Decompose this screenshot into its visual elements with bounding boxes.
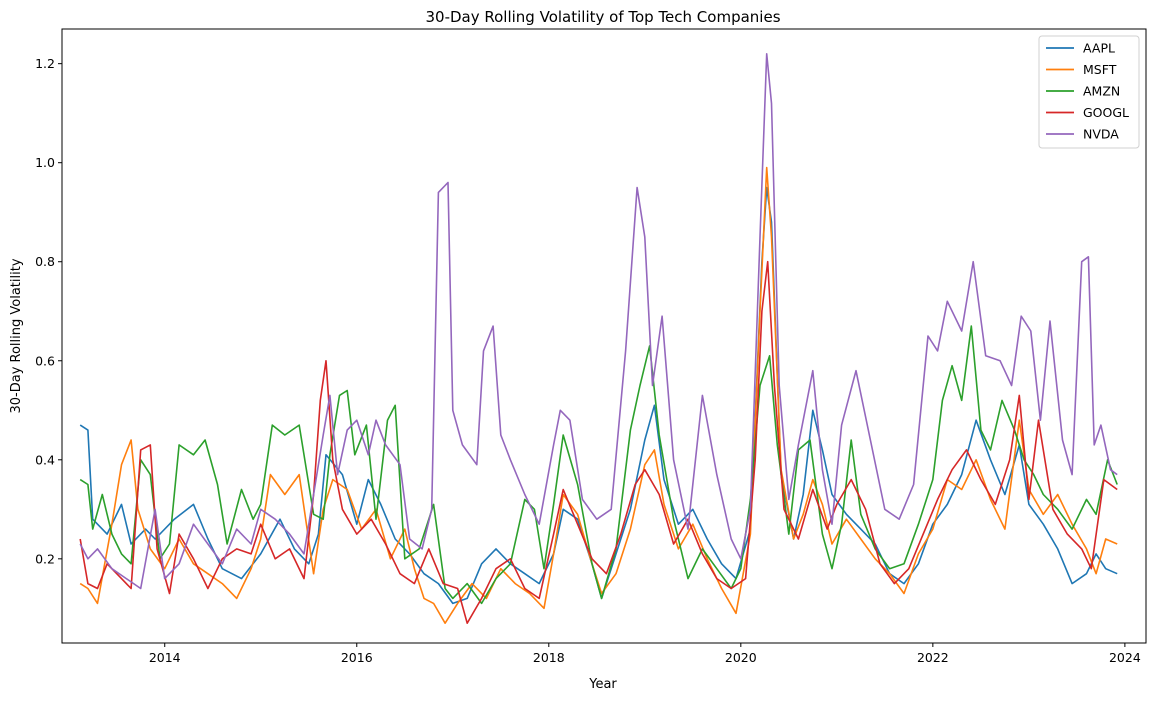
x-tick-label: 2022 bbox=[917, 650, 949, 665]
legend-label-amzn: AMZN bbox=[1083, 84, 1120, 99]
series-line-aapl bbox=[79, 186, 1118, 605]
legend: AAPL MSFT AMZN GOOGL NVDA bbox=[1038, 35, 1140, 149]
x-axis-label: Year bbox=[588, 677, 617, 692]
y-axis: 0.2 0.4 0.6 0.8 1.0 1.2 bbox=[35, 56, 62, 566]
legend-label-msft: MSFT bbox=[1083, 62, 1117, 77]
plot-area-frame bbox=[61, 28, 1147, 644]
y-tick-label: 0.8 bbox=[35, 254, 55, 269]
legend-label-aapl: AAPL bbox=[1083, 41, 1115, 56]
series-line-nvda bbox=[79, 53, 1118, 590]
series-line-googl bbox=[79, 260, 1118, 624]
plot-lines bbox=[79, 53, 1118, 624]
legend-label-googl: GOOGL bbox=[1083, 105, 1129, 120]
y-axis-label: 30-Day Rolling Volatility bbox=[9, 258, 24, 413]
chart-title: 30-Day Rolling Volatility of Top Tech Co… bbox=[425, 8, 780, 26]
x-axis: 2014 2016 2018 2020 2022 2024 bbox=[149, 643, 1141, 665]
y-tick-label: 0.6 bbox=[35, 353, 55, 368]
y-tick-label: 1.2 bbox=[35, 56, 55, 71]
x-tick-label: 2018 bbox=[533, 650, 565, 665]
x-tick-label: 2016 bbox=[341, 650, 373, 665]
legend-label-nvda: NVDA bbox=[1083, 127, 1119, 142]
x-tick-label: 2020 bbox=[725, 650, 757, 665]
y-tick-label: 0.2 bbox=[35, 551, 55, 566]
x-tick-label: 2014 bbox=[149, 650, 181, 665]
legend-box bbox=[1038, 35, 1140, 149]
y-tick-label: 1.0 bbox=[35, 155, 55, 170]
series-line-amzn bbox=[79, 325, 1118, 605]
x-tick-label: 2024 bbox=[1109, 650, 1141, 665]
y-tick-label: 0.4 bbox=[35, 452, 55, 467]
